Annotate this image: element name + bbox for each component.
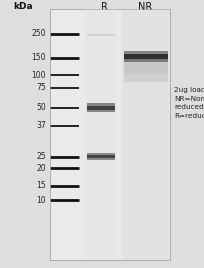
Text: 2ug loading
NR=Non-
reduced
R=reduced: 2ug loading NR=Non- reduced R=reduced (174, 87, 204, 119)
Text: 150: 150 (31, 53, 46, 62)
Bar (50, 9, 170, 260)
Bar (124, 58, 168, 74)
Bar (122, 9, 170, 260)
Text: 100: 100 (31, 70, 46, 80)
Text: 37: 37 (36, 121, 46, 131)
Text: R: R (101, 2, 108, 12)
Bar (87, 106, 115, 110)
Bar (124, 54, 168, 58)
Text: 250: 250 (31, 29, 46, 38)
Bar (87, 153, 115, 160)
Text: 50: 50 (36, 103, 46, 112)
Bar (85, 9, 117, 260)
Text: 10: 10 (36, 196, 46, 205)
Text: 25: 25 (36, 152, 46, 161)
Text: 75: 75 (36, 83, 46, 92)
Bar (50, 9, 170, 260)
Text: 20: 20 (36, 164, 46, 173)
Bar (124, 74, 168, 82)
Bar (87, 34, 115, 36)
Text: 15: 15 (36, 181, 46, 190)
Text: NR: NR (138, 2, 152, 12)
Bar (87, 103, 115, 112)
Text: kDa: kDa (14, 2, 33, 11)
Bar (124, 51, 168, 62)
Bar (87, 155, 115, 158)
